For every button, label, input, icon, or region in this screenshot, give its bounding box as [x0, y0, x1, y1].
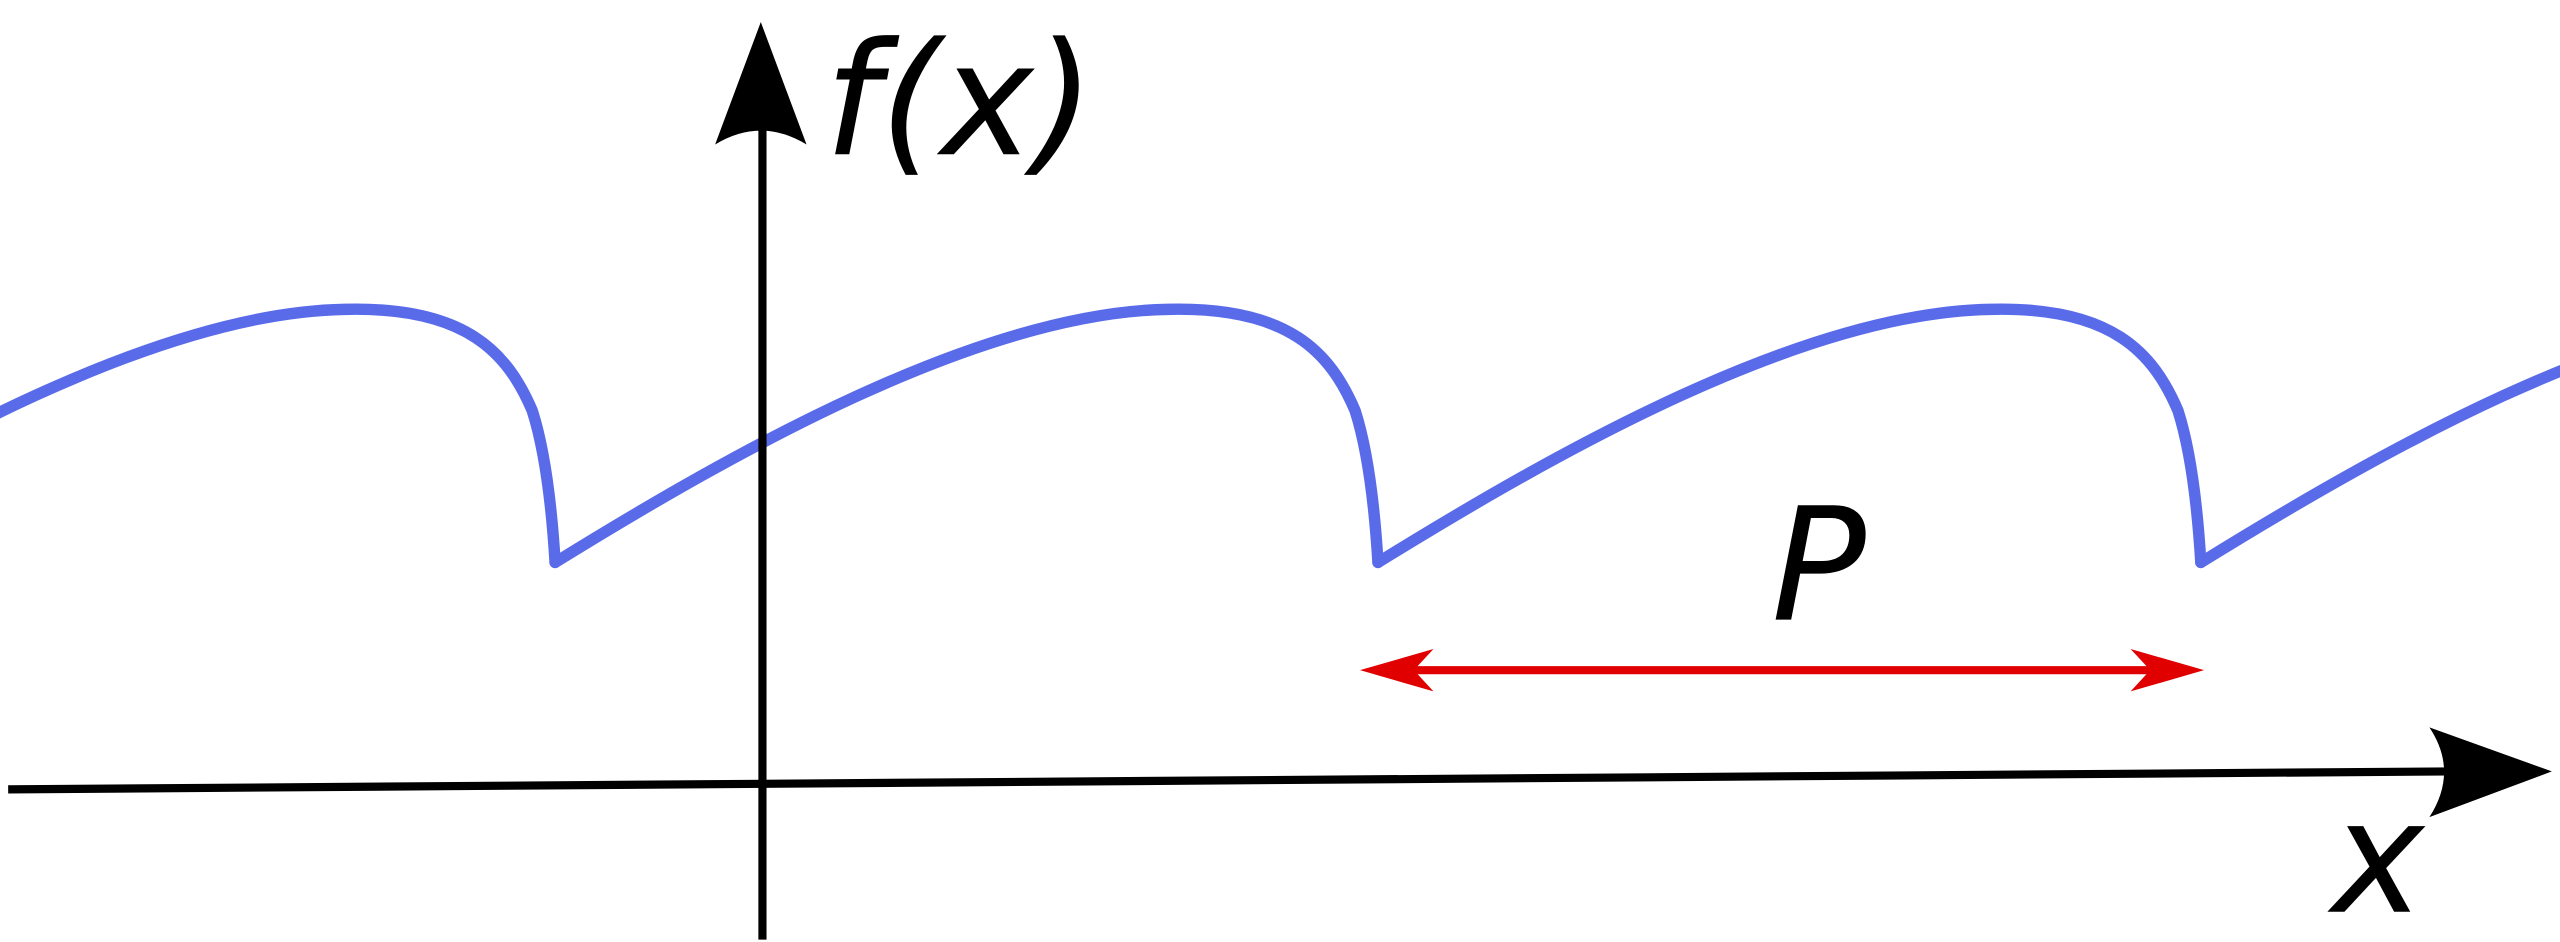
- periodic-curve: [0, 303, 2560, 569]
- curve-period: [1372, 303, 2207, 569]
- curve-period: [0, 303, 561, 569]
- curve-period: [549, 303, 1384, 569]
- period-arrowhead-right: [2130, 648, 2205, 692]
- x-axis: [8, 767, 2450, 794]
- x-axis-label: x: [2326, 767, 2426, 942]
- period-label: P: [1771, 475, 1866, 657]
- curve-period: [2195, 365, 2560, 569]
- y-axis-arrowhead: [715, 22, 807, 145]
- x-axis-arrowhead: [2429, 727, 2552, 818]
- period-arrow: [1360, 648, 2205, 692]
- y-axis-label: f(x): [824, 9, 1094, 191]
- period-arrowhead-left: [1360, 648, 1434, 692]
